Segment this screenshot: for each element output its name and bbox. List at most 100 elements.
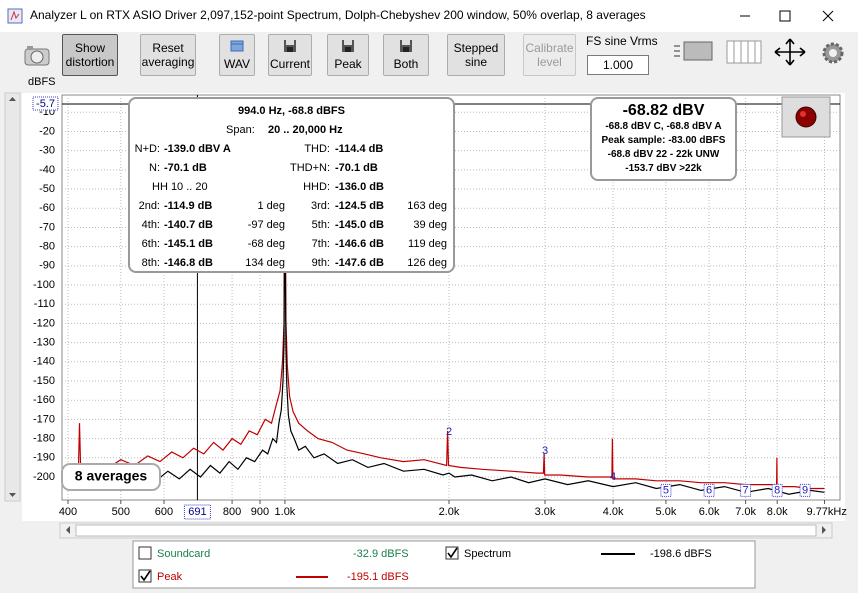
x-tick-label: 8.0k (767, 506, 788, 518)
stat-value: -114.9 dB (164, 200, 213, 212)
stat-phase: 134 deg (245, 257, 285, 269)
stat-label: THD+N: (289, 162, 330, 174)
left-scrollbar[interactable] (4, 92, 21, 502)
y-tick-label: -120 (33, 317, 55, 329)
stat-value: -136.0 dB (335, 181, 384, 193)
span-value: 20 .. 20,000 Hz (268, 124, 343, 136)
span-label: Span: (226, 124, 255, 136)
stat-phase: 163 deg (407, 200, 447, 212)
columns-icon[interactable] (726, 40, 762, 64)
ref-label: -5.7 (36, 98, 55, 110)
harmonic-label: 4 (610, 471, 616, 483)
record-button[interactable] (781, 96, 831, 138)
button-icon (284, 40, 296, 52)
stat-value: -139.0 dBV A (164, 143, 231, 155)
toolbar-button[interactable]: Calibrate level (523, 34, 576, 76)
stat-value: -124.5 dB (335, 200, 384, 212)
harmonic-label: 6 (706, 484, 712, 496)
averages-label: 8 averages (75, 468, 148, 484)
stat-value: -145.0 dB (335, 219, 384, 231)
toolbar-button[interactable]: Stepped sine (447, 34, 505, 76)
stat-value: -70.1 dB (335, 162, 378, 174)
level-line: Peak sample: -83.00 dBFS (601, 135, 726, 146)
toolbar-button[interactable]: Show distortion (62, 34, 118, 76)
y-tick-label: -200 (33, 471, 55, 483)
stat-value: -146.6 dB (335, 238, 384, 250)
harmonic-label: 3 (542, 445, 548, 457)
layout-icon[interactable] (674, 41, 713, 61)
bottom-scrollbar[interactable] (59, 522, 833, 539)
title-bar: Analyzer L on RTX ASIO Driver 2,097,152-… (0, 0, 858, 32)
stat-value: -145.1 dB (164, 238, 213, 250)
stat-label: THD: (304, 143, 330, 155)
harmonic-box (740, 483, 752, 497)
stat-value: -146.8 dB (164, 257, 213, 269)
checkbox-tick (447, 547, 458, 559)
legend-name: Peak (157, 571, 183, 583)
camera-icon[interactable] (22, 40, 52, 70)
x-tick-label: 4.0k (603, 506, 624, 518)
maximize[interactable] (779, 10, 791, 22)
toolbar-button[interactable]: Both (383, 34, 429, 76)
stat-phase: 1 deg (257, 200, 285, 212)
checkbox (138, 546, 152, 560)
stat-label: 4th: (141, 219, 160, 231)
harmonic-label: 2 (446, 426, 452, 438)
x-tick-label: 6.0k (699, 506, 720, 518)
stats-box: 994.0 Hz, -68.8 dBFS Span: 20 .. 20,000 Hz… (128, 97, 455, 273)
stat-label: 5th: (311, 219, 330, 231)
y-tick-label: -30 (39, 145, 55, 157)
window-title: Analyzer L on RTX ASIO Driver 2,097,152-… (30, 8, 646, 22)
legend-box (132, 540, 756, 589)
checkbox-tick (140, 570, 151, 582)
x-tick-label: 3.0k (535, 506, 556, 518)
x-tick-label: 7.0k (735, 506, 756, 518)
spectrum-line (62, 103, 825, 490)
y-tick-label: -80 (39, 241, 55, 253)
x-tick-label: 600 (155, 506, 173, 518)
y-tick-label: -110 (34, 298, 55, 310)
x-tick-label: 500 (112, 506, 130, 518)
stat-label: 9th: (311, 257, 330, 269)
stat-phase: 126 deg (407, 257, 447, 269)
stat-label: 2nd: (138, 200, 160, 212)
stat-label: 3rd: (311, 200, 330, 212)
stat-label: 6th: (141, 238, 160, 250)
toolbar-button[interactable]: Reset averaging (140, 34, 196, 76)
y-tick-label: -40 (39, 164, 55, 176)
harmonic-label: 5 (663, 484, 669, 496)
harmonic-box (771, 483, 783, 497)
stat-label: N: (149, 162, 160, 174)
window-controls[interactable] (720, 0, 858, 32)
x-tick-label: 5.0k (656, 506, 677, 518)
level-line: -68.8 dBV 22 - 22k UNW (607, 149, 720, 160)
settings-icon[interactable] (822, 42, 844, 64)
harmonic-box (703, 483, 715, 497)
pan-icon[interactable] (774, 38, 806, 66)
averages-box (61, 463, 161, 491)
y-tick-label: -170 (33, 413, 55, 425)
y-tick-label: -90 (39, 260, 55, 272)
button-icon (400, 40, 412, 52)
toolbar-button[interactable]: WAV (219, 34, 255, 76)
y-tick-label: -20 (39, 125, 55, 137)
y-tick-label: -180 (33, 432, 55, 444)
spectrum-line (62, 103, 825, 495)
y-tick-label: -100 (33, 279, 55, 291)
stat-phase: -97 deg (247, 219, 285, 231)
view-icons (674, 38, 844, 66)
x-tick-label: 9.77kHz (807, 506, 847, 518)
y-tick-label: -70 (39, 221, 55, 233)
fs-input[interactable]: 1.000 (587, 55, 649, 75)
y-unit: dBFS (28, 76, 56, 88)
legend-reading: -195.1 dBFS (347, 571, 409, 583)
level-line: -68.8 dBV C, -68.8 dBV A (605, 121, 722, 132)
y-tick-label: -60 (39, 202, 55, 214)
legend-reading: -198.6 dBFS (650, 548, 712, 560)
harmonic-label: 8 (774, 484, 780, 496)
stat-phase: 39 deg (413, 219, 447, 231)
close[interactable] (822, 10, 834, 22)
stat-phase: -68 deg (247, 238, 285, 250)
